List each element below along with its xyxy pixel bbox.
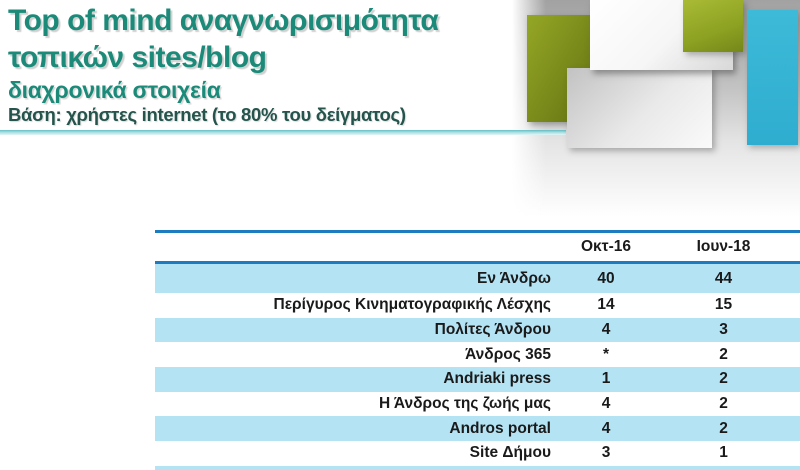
table-row: Η Άνδρος της ζωής μας 4 2 — [155, 392, 800, 417]
decor-cyan-square — [747, 10, 798, 145]
results-table: Οκτ-16 Ιουν-18 Εν Άνδρω 40 44 Περίγυρος … — [155, 230, 800, 470]
slide-subtitle: διαχρονικά στοιχεία — [8, 77, 221, 103]
decor-gray-square — [567, 68, 712, 148]
value-ioun18: 2 — [719, 345, 728, 363]
slide-header: Top of mind αναγνωρισιμότητα τοπικών sit… — [8, 2, 439, 126]
table-body: Εν Άνδρω 40 44 Περίγυρος Κινηματογραφική… — [155, 264, 800, 466]
decor-olive-square-small — [683, 0, 743, 52]
value-okt16: 4 — [601, 419, 611, 437]
clipped-next-row-strip — [155, 465, 800, 470]
column-header-ioun18: Ιουν-18 — [696, 238, 751, 255]
column-header-okt16: Οκτ-16 — [580, 238, 632, 255]
title-line-2: τοπικών sites/blog — [8, 41, 267, 74]
value-ioun18: 3 — [719, 321, 728, 339]
header-divider-line — [0, 130, 566, 135]
site-name: Andros portal — [449, 419, 551, 437]
value-okt16: * — [602, 345, 610, 363]
value-okt16: 1 — [601, 370, 611, 388]
value-okt16: 3 — [601, 444, 611, 462]
table-row: Άνδρος 365 * 2 — [155, 342, 800, 367]
title-line-1: Top of mind αναγνωρισιμότητα — [8, 4, 439, 37]
table-top-border — [155, 230, 800, 233]
table-row: Andros portal 4 2 — [155, 416, 800, 442]
site-name: Πολίτες Άνδρου — [434, 321, 551, 339]
site-name: Περίγυρος Κινηματογραφικής Λέσχης — [273, 296, 552, 314]
value-okt16: 40 — [597, 269, 615, 287]
site-name: Η Άνδρος της ζωής μας — [378, 395, 551, 413]
table-row: Πολίτες Άνδρου 4 3 — [155, 317, 800, 343]
table-row: Εν Άνδρω 40 44 — [155, 264, 800, 293]
site-name: Άνδρος 365 — [465, 345, 551, 363]
value-ioun18: 2 — [719, 419, 728, 437]
table-row: Andriaki press 1 2 — [155, 367, 800, 392]
value-ioun18: 15 — [714, 296, 733, 314]
value-okt16: 4 — [601, 395, 611, 413]
slide-title: Top of mind αναγνωρισιμότητα τοπικών sit… — [8, 2, 439, 76]
value-ioun18: 1 — [719, 444, 728, 462]
site-name: Andriaki press — [443, 370, 551, 388]
table-row: Site Δήμου 3 1 — [155, 441, 800, 466]
table-header-row: Οκτ-16 Ιουν-18 — [155, 233, 800, 261]
sample-base-note: Βάση: χρήστες internet (το 80% του δείγμ… — [8, 104, 406, 125]
site-name: Εν Άνδρω — [476, 269, 551, 287]
value-okt16: 14 — [597, 296, 615, 314]
table-row: Περίγυρος Κινηματογραφικής Λέσχης 14 15 — [155, 293, 800, 318]
value-ioun18: 44 — [714, 269, 733, 287]
table-header-border — [155, 261, 800, 264]
value-okt16: 4 — [601, 321, 611, 339]
value-ioun18: 2 — [719, 395, 728, 413]
value-ioun18: 2 — [719, 370, 728, 388]
site-name: Site Δήμου — [469, 444, 551, 462]
